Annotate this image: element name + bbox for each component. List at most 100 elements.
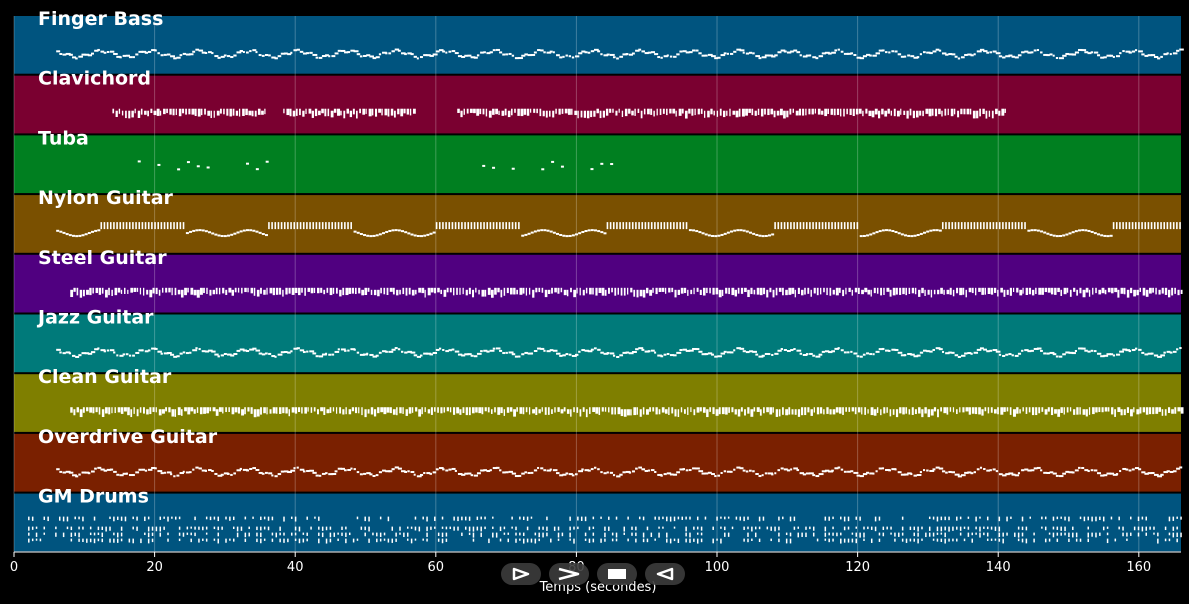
note [965, 289, 967, 298]
note [812, 354, 816, 357]
note [938, 49, 942, 52]
note [402, 287, 405, 295]
note [168, 407, 171, 413]
note [537, 466, 540, 469]
note [277, 473, 282, 476]
note [386, 287, 389, 296]
note [745, 351, 750, 354]
note [454, 222, 457, 230]
note [213, 516, 216, 520]
note [361, 289, 365, 296]
note [124, 407, 127, 412]
note [914, 409, 917, 415]
note [264, 471, 268, 474]
note [75, 355, 80, 358]
note [851, 407, 855, 412]
note [438, 49, 444, 52]
note [748, 231, 752, 234]
note [229, 108, 232, 117]
note [1025, 407, 1028, 414]
note [143, 287, 145, 296]
note [552, 110, 555, 118]
note [114, 287, 118, 296]
note [359, 473, 363, 476]
stop-button[interactable] [597, 563, 637, 585]
note [156, 108, 160, 116]
note [399, 532, 401, 535]
note [1000, 407, 1004, 415]
note [135, 351, 140, 354]
note [689, 538, 691, 543]
play-button[interactable] [501, 563, 541, 585]
note [1014, 532, 1016, 537]
note [212, 289, 216, 295]
note [1069, 407, 1072, 412]
track-label: Clavichord [38, 68, 151, 90]
note [695, 348, 700, 351]
note [1120, 409, 1123, 416]
note [919, 351, 924, 354]
note [149, 289, 153, 298]
note [744, 287, 747, 293]
note [1036, 229, 1040, 232]
note [832, 409, 836, 415]
note [789, 108, 792, 115]
note [404, 351, 408, 354]
note [258, 231, 262, 234]
note [182, 108, 185, 114]
note [331, 353, 335, 356]
note [530, 352, 534, 355]
note [1168, 538, 1171, 542]
note [1126, 532, 1128, 537]
note [1087, 538, 1089, 543]
note [895, 287, 898, 295]
note [421, 287, 425, 294]
note [737, 409, 741, 417]
note [363, 472, 367, 475]
note [580, 516, 583, 521]
note [511, 516, 513, 520]
note [127, 289, 129, 294]
note [1106, 353, 1112, 356]
note [269, 287, 273, 294]
note [785, 538, 788, 544]
rewind-button[interactable] [645, 563, 685, 585]
note [532, 289, 535, 298]
note [1122, 467, 1127, 470]
note [544, 289, 548, 298]
note [189, 471, 192, 474]
note [789, 532, 792, 537]
note [385, 230, 389, 233]
note [917, 538, 919, 544]
note [106, 468, 112, 471]
note [945, 352, 950, 355]
note [384, 108, 388, 116]
note [979, 526, 981, 532]
note [70, 532, 73, 537]
note [242, 349, 248, 352]
note [1155, 287, 1157, 295]
note [998, 532, 1001, 537]
note [1022, 407, 1024, 412]
note [978, 287, 981, 292]
note [666, 108, 668, 116]
note [94, 467, 97, 470]
note [532, 409, 536, 414]
note [204, 230, 208, 233]
note [685, 538, 687, 543]
note [117, 407, 121, 413]
note [571, 354, 577, 357]
note [1065, 52, 1070, 55]
note [212, 407, 216, 412]
note [178, 516, 181, 520]
note [133, 287, 137, 292]
note [325, 538, 328, 544]
note [1106, 235, 1110, 238]
note [78, 354, 82, 357]
note [97, 532, 100, 535]
fast-forward-button[interactable] [549, 563, 589, 585]
note [190, 538, 192, 543]
note [913, 234, 917, 237]
note [1093, 232, 1097, 235]
note [669, 222, 672, 230]
